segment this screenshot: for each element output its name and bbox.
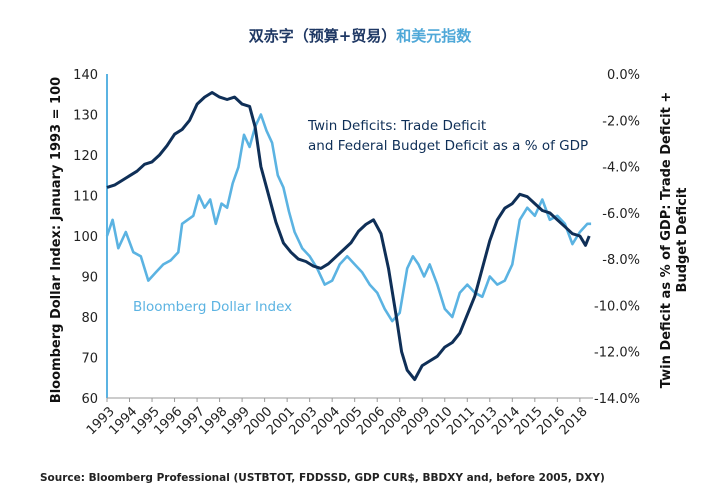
left-tick-label: 90 [81,271,98,286]
left-tick-label: 110 [73,190,98,205]
left-axis-title: Bloomberg Dollar Index: January 1993 = 1… [49,77,64,403]
right-tick-label: -4.0% [602,161,640,176]
left-tick-label: 140 [73,68,98,83]
right-tick-label: -10.0% [594,299,640,314]
twin-deficit-line [106,91,591,381]
chart-title-part1: 双赤字（预算+贸易） [249,27,397,45]
right-tick-label: -12.0% [594,346,640,361]
left-tick-label: 130 [73,109,98,124]
right-tick-label: -6.0% [602,207,640,222]
left-tick-label: 100 [73,230,98,245]
left-tick-label: 60 [81,392,98,407]
right-axis-title-line2: Budget Deficit [675,188,690,293]
right-tick-label: 0.0% [607,68,640,83]
chart-title: 双赤字（预算+贸易）和美元指数 [249,27,473,45]
dollar-index-line [105,113,592,323]
axes: 140 130 120 110 100 90 80 70 60 0.0% -2.0% -4.0% -6.… [73,68,640,438]
right-tick-label: -2.0% [602,114,640,129]
chart-title-part2: 和美元指数 [396,27,472,45]
left-tick-label: 70 [81,352,98,367]
right-axis-title-line1: Twin Deficit as % of GDP: Trade Deficit … [659,92,674,389]
twin-deficit-label-line2: and Federal Budget Deficit as a % of GDP [308,138,588,154]
left-tick-label: 120 [73,149,98,164]
dollar-index-label: Bloomberg Dollar Index [133,299,292,315]
source-note: Source: Bloomberg Professional (USTBTOT,… [40,472,605,484]
left-tick-label: 80 [81,311,98,326]
right-tick-label: -8.0% [602,253,640,268]
twin-deficit-label-line1: Twin Deficits: Trade Deficit [307,118,486,134]
series [105,91,592,381]
right-tick-label: -14.0% [594,392,640,407]
